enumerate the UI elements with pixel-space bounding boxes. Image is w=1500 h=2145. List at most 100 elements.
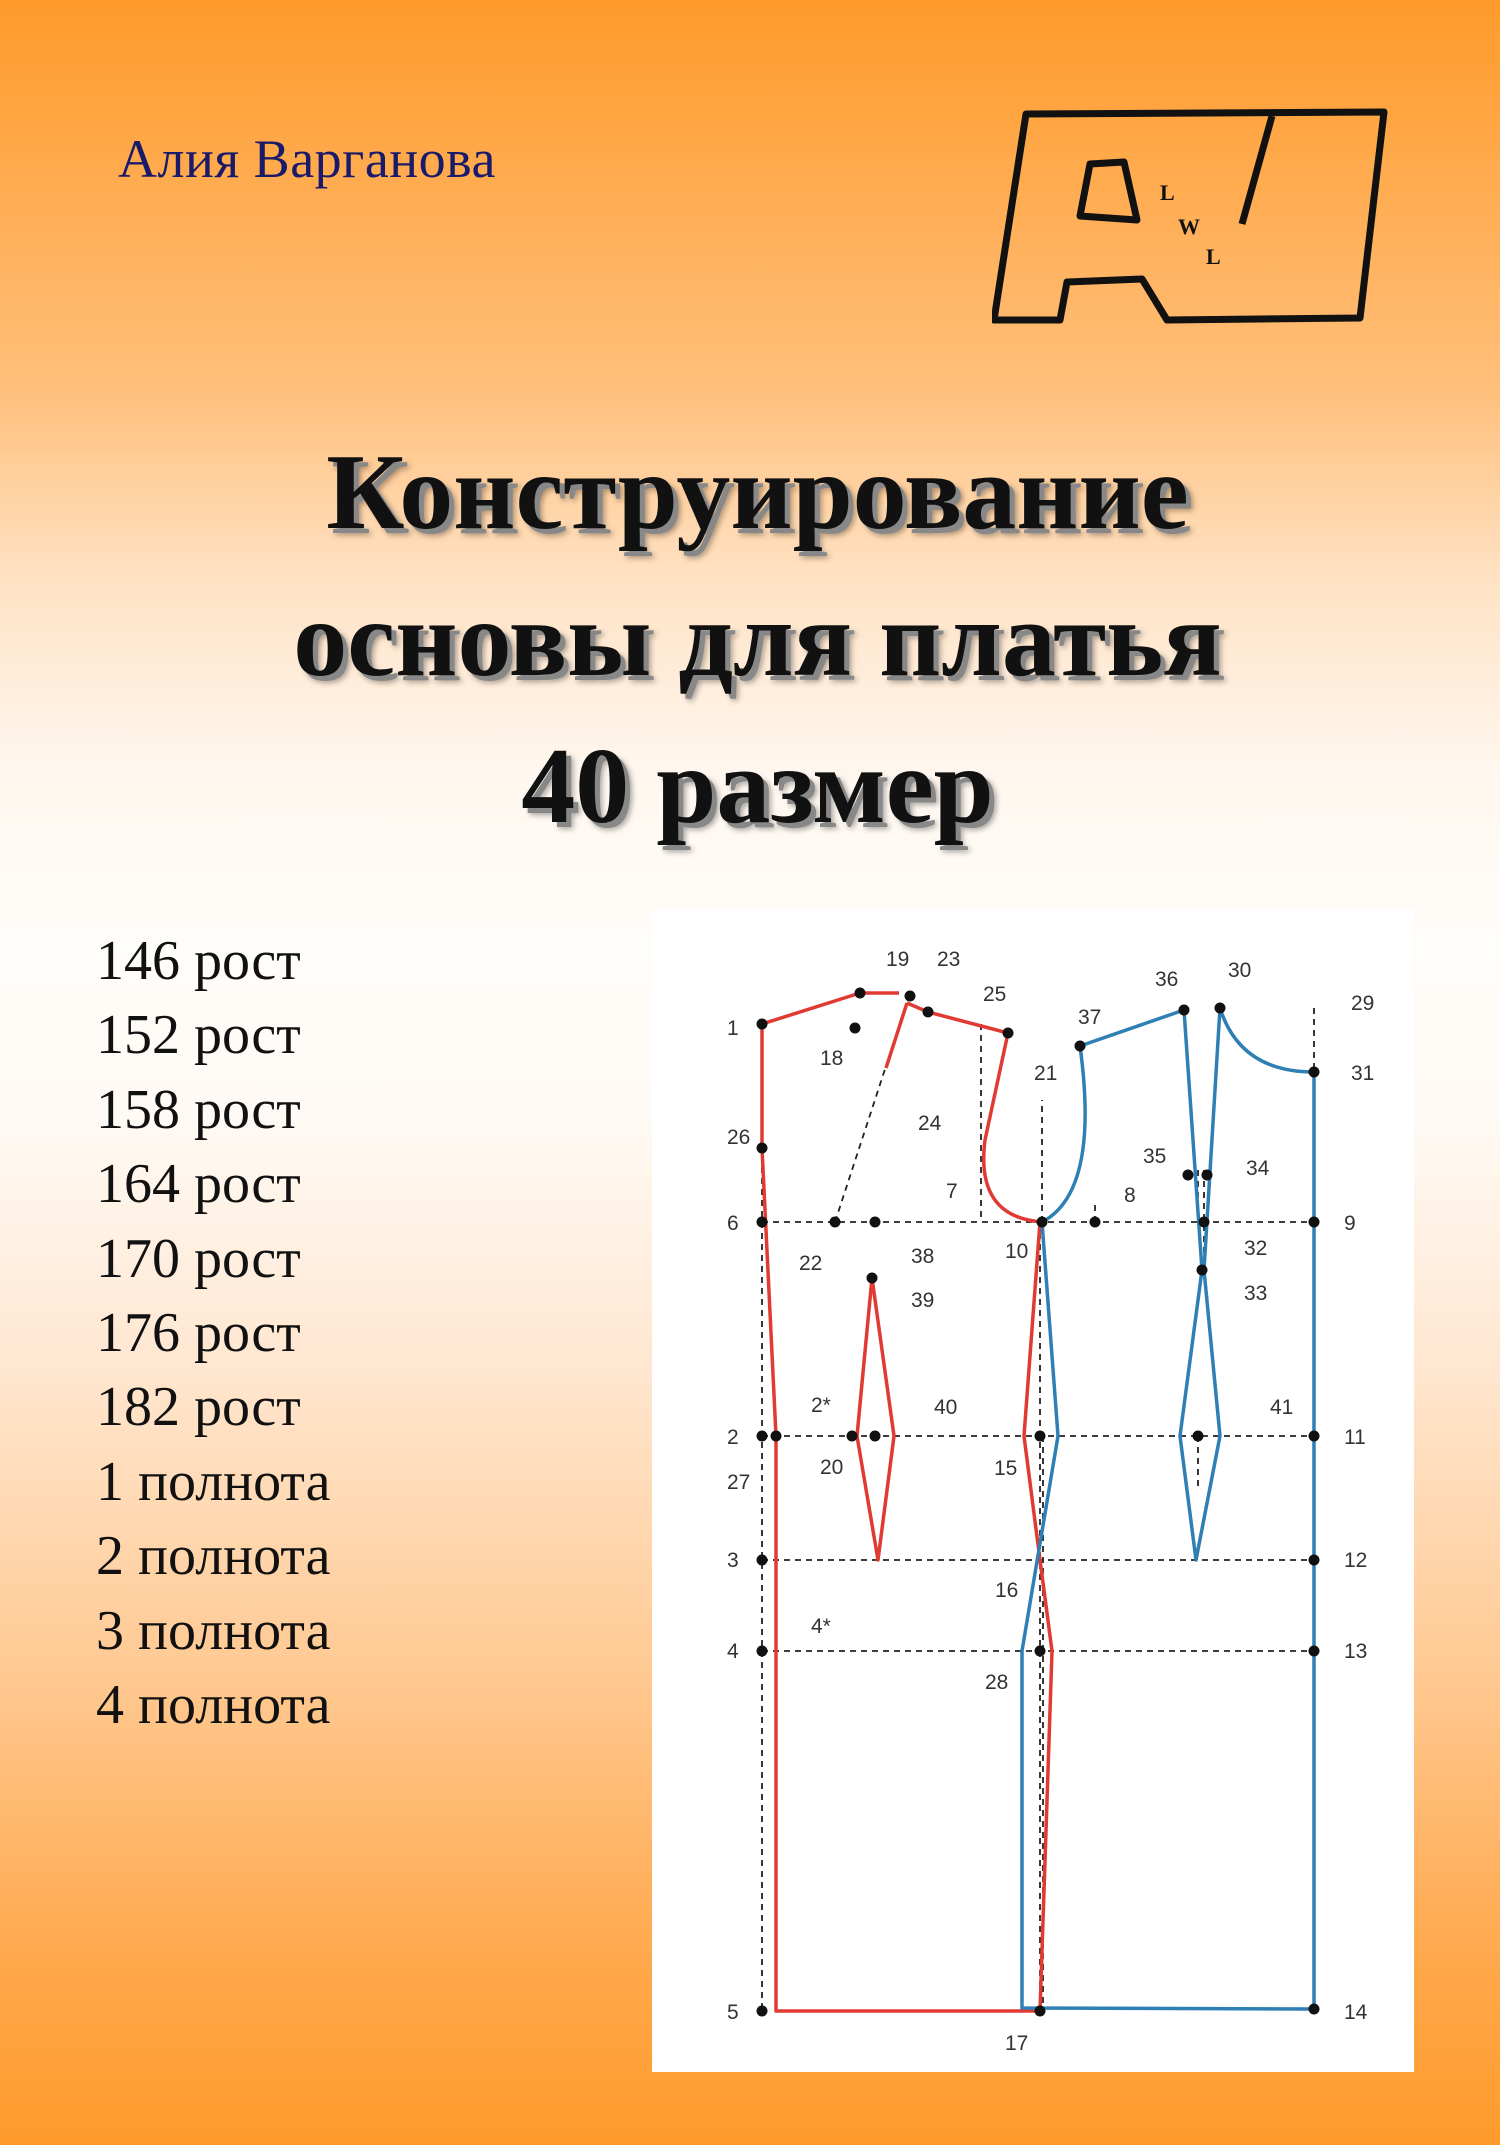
point-label: 4 [727, 1640, 739, 1663]
pattern-point [1034, 2005, 1046, 2017]
front-shoulder [906, 1001, 1010, 1141]
point-label: 7 [946, 1180, 958, 1203]
point-label: 30 [1228, 959, 1251, 982]
pattern-point [756, 1142, 768, 1154]
pattern-point [846, 1430, 858, 1442]
point-label: 32 [1244, 1237, 1267, 1260]
point-label: 18 [820, 1047, 843, 1070]
point-label: 11 [1344, 1426, 1366, 1449]
construction-line [834, 1059, 889, 1223]
pattern-point [756, 1554, 768, 1566]
point-label: 13 [1344, 1640, 1367, 1663]
point-label: 17 [1005, 2032, 1028, 2055]
back-side-seam [1020, 1072, 1316, 2011]
book-title: Конструирование основы для платья 40 раз… [0, 420, 1500, 861]
point-label: 31 [1351, 1062, 1374, 1085]
point-label: 39 [911, 1289, 934, 1312]
pattern-point [1308, 1430, 1320, 1442]
point-label: 25 [983, 983, 1006, 1006]
point-label: 38 [911, 1245, 934, 1268]
pattern-point [1074, 1040, 1086, 1052]
point-label: 27 [727, 1471, 750, 1494]
pattern-point [1214, 1002, 1226, 1014]
point-label: 15 [994, 1457, 1017, 1480]
pattern-point [866, 1272, 878, 1284]
spec-item: 2 полнота [96, 1525, 331, 1588]
pattern-point [1182, 1169, 1194, 1181]
back-shoulder [1079, 1008, 1185, 1048]
front-waist-dart [855, 1277, 896, 1562]
title-line-3: 40 размер [521, 726, 994, 846]
title-line-1: Конструирование [326, 433, 1189, 552]
pattern-point [1196, 1264, 1208, 1276]
pattern-point [904, 990, 916, 1002]
point-label: 5 [727, 2001, 739, 2024]
logo-graphic: L W L [990, 108, 1388, 324]
point-label: 35 [1143, 1145, 1166, 1168]
point-label: 24 [918, 1112, 942, 1135]
front-side-seam [760, 1024, 1040, 2013]
point-label: 37 [1078, 1006, 1101, 1029]
point-label: 33 [1244, 1282, 1267, 1305]
pattern-point [849, 1022, 861, 1034]
pattern-point [770, 1430, 782, 1442]
spec-item: 152 рост [96, 1004, 301, 1067]
point-label: 10 [1005, 1240, 1028, 1263]
point-label: 14 [1344, 2001, 1368, 2024]
spec-item: 170 рост [96, 1227, 301, 1290]
pattern-point [756, 1018, 768, 1030]
pattern-point [1198, 1216, 1210, 1228]
back-waist-dart [1178, 1007, 1222, 1562]
point-label: 2* [811, 1394, 831, 1417]
pattern-point [869, 1430, 881, 1442]
pattern-point [922, 1006, 934, 1018]
pattern-point [756, 1430, 768, 1442]
point-label: 41 [1270, 1396, 1293, 1419]
point-label: 22 [799, 1252, 822, 1275]
back-armhole [1041, 1045, 1087, 1224]
point-label: 34 [1246, 1157, 1270, 1180]
pattern-point [1308, 1216, 1320, 1228]
point-label: 40 [934, 1396, 957, 1419]
pattern-point [869, 1216, 881, 1228]
pattern-point [1308, 1645, 1320, 1657]
spec-item: 164 рост [96, 1153, 301, 1216]
author-logo: L W L [990, 104, 1392, 339]
pattern-point [1308, 1554, 1320, 1566]
pattern-point [1034, 1645, 1046, 1657]
pattern-point [829, 1216, 841, 1228]
point-label: 21 [1034, 1062, 1057, 1085]
spec-item: 158 рост [96, 1078, 301, 1141]
point-label: 29 [1351, 992, 1374, 1015]
author-name: Алия Варганова [118, 129, 496, 189]
pattern-point [854, 987, 866, 999]
pattern-point [1002, 1027, 1014, 1039]
pattern-point [1308, 1066, 1320, 1078]
logo-letter-l1: L [1160, 180, 1175, 205]
point-label: 6 [727, 1212, 739, 1235]
title-line-2: основы для платья [293, 579, 1222, 699]
point-label: 26 [727, 1126, 750, 1149]
spec-item: 182 рост [96, 1376, 301, 1439]
pattern-point [1308, 2003, 1320, 2015]
pattern-point [1036, 1216, 1048, 1228]
spec-item: 176 рост [96, 1302, 301, 1365]
spec-item: 3 полнота [96, 1599, 331, 1662]
point-label: 9 [1344, 1212, 1356, 1235]
pattern-point [1034, 1430, 1046, 1442]
front-armhole [982, 1139, 1043, 1224]
back-neckline [1218, 1007, 1315, 1074]
pattern-point [756, 2005, 768, 2017]
point-label: 20 [820, 1456, 843, 1479]
point-label: 36 [1155, 968, 1178, 991]
size-spec-list: 146 рост 152 рост 158 рост 164 рост 170 … [96, 924, 330, 1742]
point-label: 28 [985, 1671, 1008, 1694]
point-label: 2 [727, 1426, 739, 1449]
dress-pattern-draft: 1 2 3 4 5 6 7 8 9 10 11 12 13 14 15 16 17 18 19 20 21 22 23 24 2… [652, 910, 1414, 2072]
spec-item: 4 полнота [96, 1674, 331, 1737]
pattern-point [756, 1216, 768, 1228]
pattern-point [1089, 1216, 1101, 1228]
pattern-point [1178, 1004, 1190, 1016]
spec-item: 1 полнота [96, 1450, 331, 1513]
